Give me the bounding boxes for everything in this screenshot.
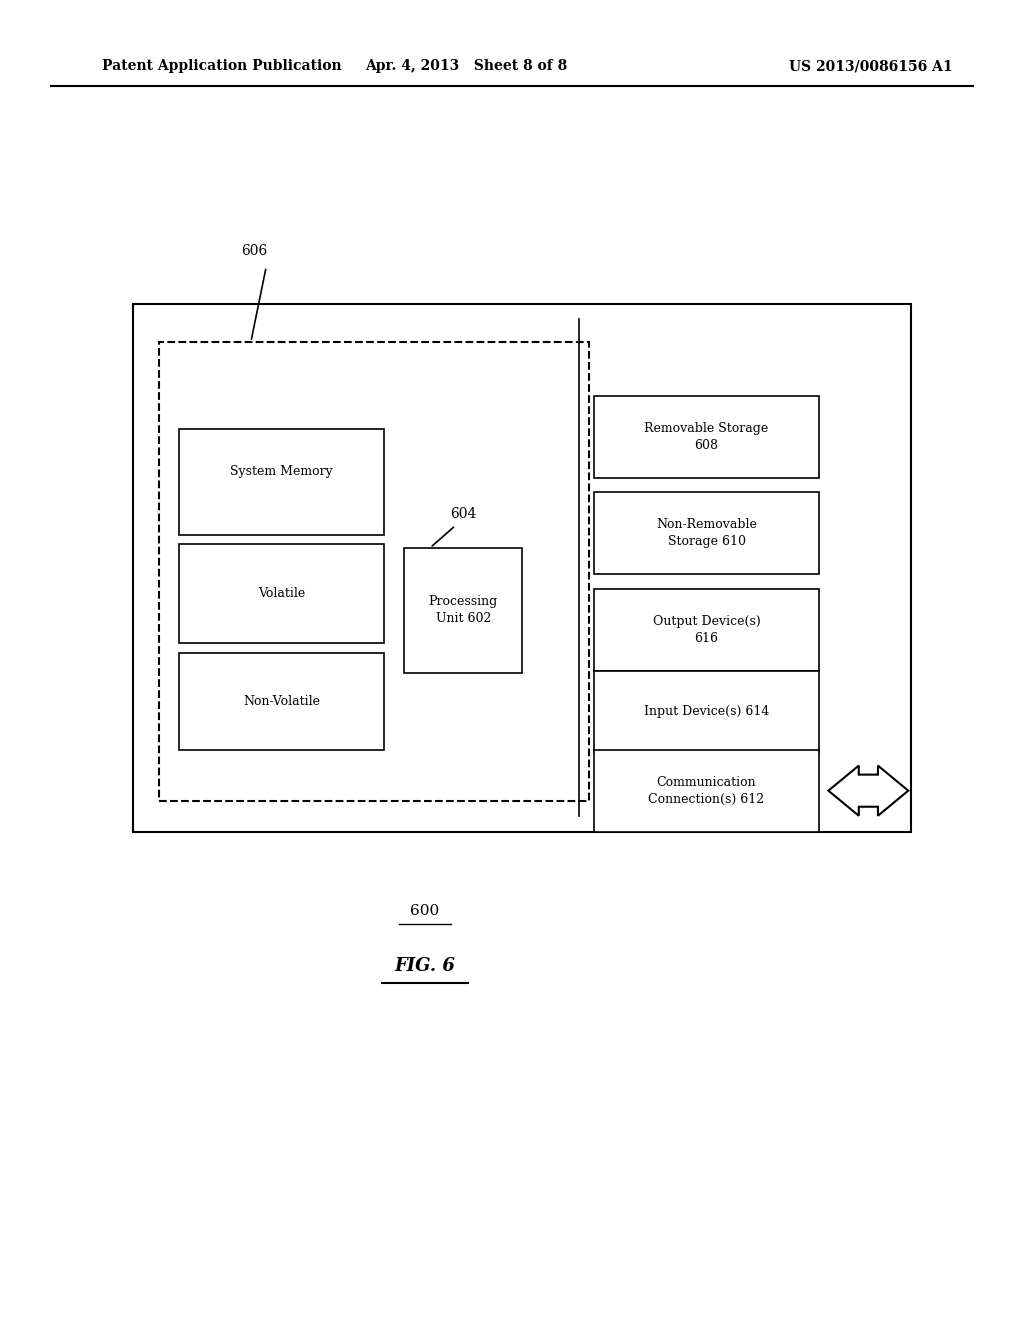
Text: Non-Removable
Storage 610: Non-Removable Storage 610 (656, 519, 757, 548)
Bar (133, 304, 911, 832)
Bar (179, 429, 384, 535)
Bar (179, 544, 384, 643)
Text: Removable Storage
608: Removable Storage 608 (644, 422, 769, 451)
Polygon shape (828, 766, 908, 816)
Text: Non-Volatile: Non-Volatile (243, 696, 321, 708)
Text: 606: 606 (241, 244, 267, 257)
Text: 604: 604 (451, 507, 477, 521)
Text: Input Device(s) 614: Input Device(s) 614 (644, 705, 769, 718)
Bar (594, 750, 819, 832)
Bar (594, 671, 819, 752)
Text: Apr. 4, 2013   Sheet 8 of 8: Apr. 4, 2013 Sheet 8 of 8 (365, 59, 567, 74)
Bar (404, 548, 522, 673)
Text: 600: 600 (411, 904, 439, 917)
Text: Communication
Connection(s) 612: Communication Connection(s) 612 (648, 776, 765, 805)
Text: Processing
Unit 602: Processing Unit 602 (429, 595, 498, 626)
Text: US 2013/0086156 A1: US 2013/0086156 A1 (788, 59, 952, 74)
Bar (594, 492, 819, 574)
Text: System Memory: System Memory (230, 465, 333, 478)
Text: Output Device(s)
616: Output Device(s) 616 (652, 615, 761, 644)
Bar (594, 396, 819, 478)
Text: Patent Application Publication: Patent Application Publication (102, 59, 342, 74)
Bar (594, 589, 819, 671)
Text: Volatile: Volatile (258, 587, 305, 599)
Bar (159, 342, 589, 801)
Text: FIG. 6: FIG. 6 (394, 957, 456, 975)
Bar (179, 653, 384, 750)
